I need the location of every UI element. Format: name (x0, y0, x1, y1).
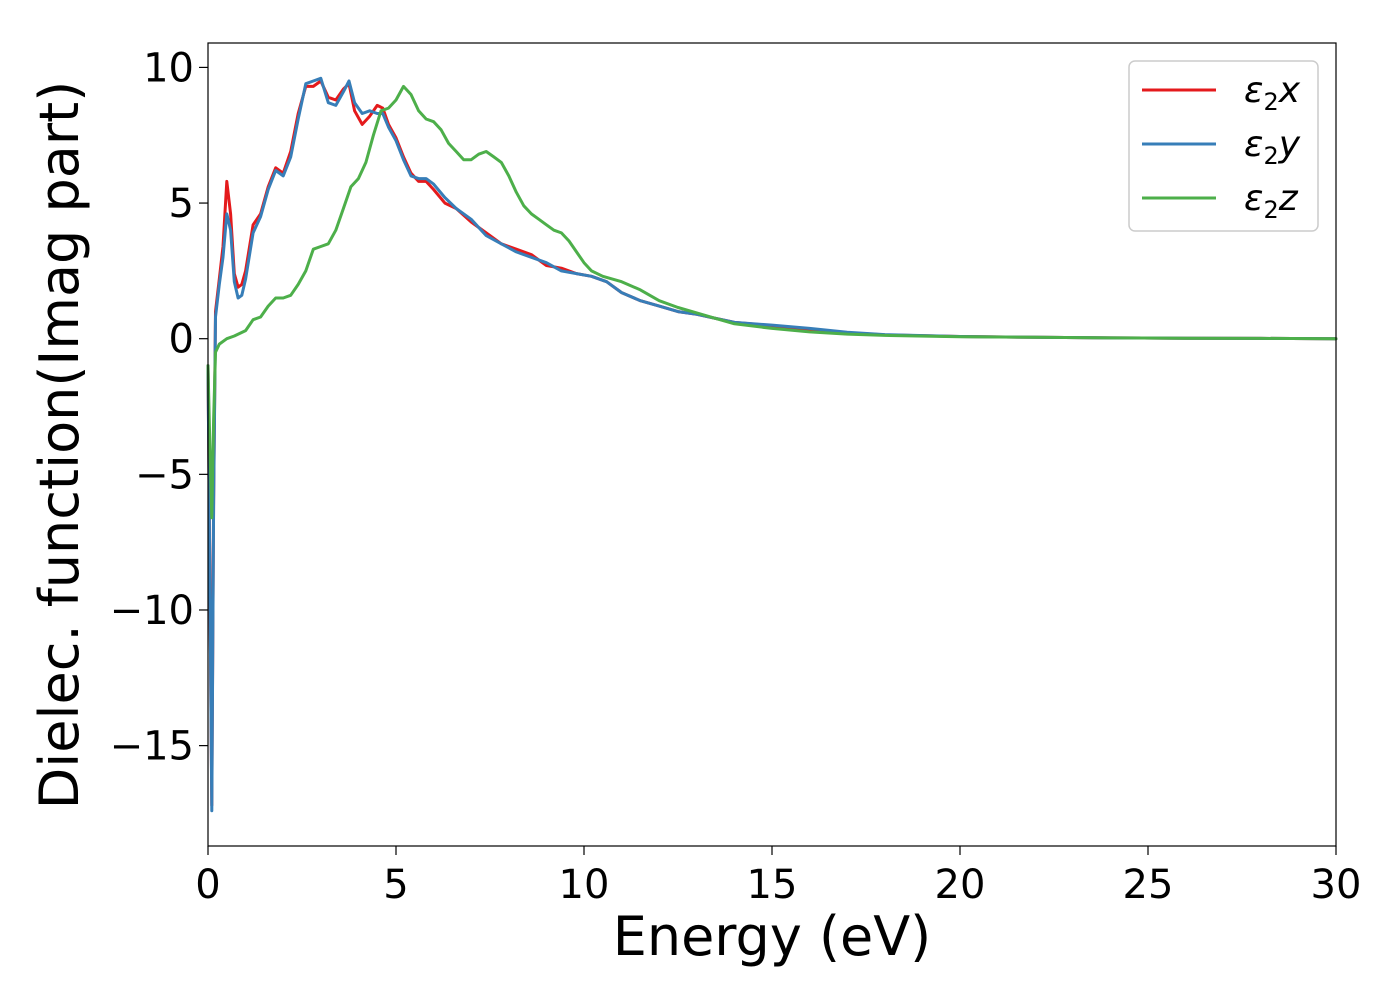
y-tick-label: −15 (110, 724, 194, 770)
x-tick-label: 0 (195, 862, 220, 908)
y-tick-label: 5 (169, 181, 194, 227)
y-tick-label: 10 (143, 45, 194, 91)
x-tick-label: 15 (747, 862, 798, 908)
legend-frame (1128, 60, 1319, 232)
x-tick-label: 10 (559, 862, 610, 908)
y-axis-label: Dielec. function(Imag part) (28, 81, 91, 810)
plot-lines (206, 76, 1338, 813)
y-axis-ticks: −15 −10 −5 0 5 10 (110, 45, 208, 770)
legend-label-z: ε2z (1244, 178, 1299, 224)
legend-label-x: ε2x (1244, 70, 1301, 116)
x-tick-label: 20 (935, 862, 986, 908)
legend: ε2x ε2y ε2z (1128, 60, 1319, 232)
x-axis-ticks: 0 5 10 15 20 25 30 (195, 846, 1361, 908)
y-tick-label: 0 (169, 317, 194, 363)
y-tick-label: −5 (135, 452, 194, 498)
series-line-z (206, 84, 1338, 520)
x-axis-label: Energy (eV) (613, 905, 932, 968)
y-tick-label: −10 (110, 588, 194, 634)
x-tick-label: 5 (383, 862, 408, 908)
x-tick-label: 25 (1123, 862, 1174, 908)
legend-label-y: ε2y (1244, 124, 1301, 170)
x-tick-label: 30 (1311, 862, 1362, 908)
